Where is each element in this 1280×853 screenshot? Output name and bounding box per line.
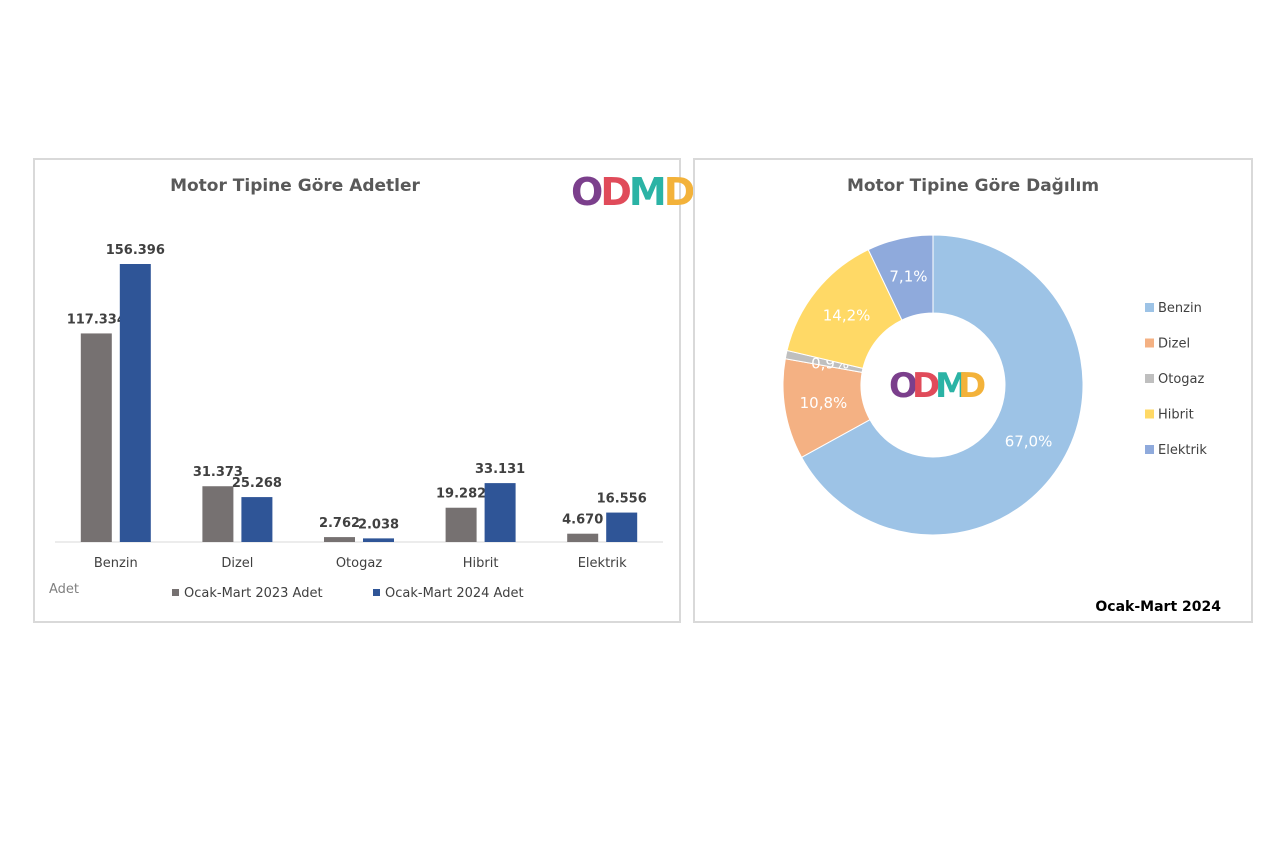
data-label: 2.038 (358, 517, 399, 532)
donut-chart: 67,0%10,8%0,9%14,2%7,1%ODMDBenzinDizelOt… (782, 234, 1207, 536)
x-tick-label: Elektrik (578, 556, 627, 571)
x-tick-label: Benzin (94, 556, 138, 571)
logo-letter-o: O (571, 170, 603, 214)
slice-benzin (800, 234, 1084, 536)
slice-label: 10,8% (800, 394, 848, 412)
logo-letter: M (935, 366, 969, 406)
bar-hibrit-2023 (445, 507, 477, 542)
x-tick-label: Hibrit (463, 556, 499, 571)
logo-letter-d2: D (663, 170, 696, 214)
legend-label: Ocak-Mart 2024 Adet (385, 586, 524, 601)
logo-letter: D (958, 366, 986, 406)
logo-letter-m: M (628, 170, 667, 214)
legend-label: Otogaz (1158, 372, 1205, 387)
legend-label: Elektrik (1158, 443, 1207, 458)
bar-dizel-2024 (241, 497, 273, 542)
y-unit-label: Adet (49, 582, 80, 597)
legend-swatch (1145, 338, 1154, 348)
legend-label: Hibrit (1158, 408, 1194, 423)
bar-hibrit-2024 (484, 483, 516, 542)
logo-letter: O (889, 366, 918, 406)
bar-elektrik-2024 (606, 512, 638, 542)
legend-label: Ocak-Mart 2023 Adet (184, 586, 323, 601)
data-label: 2.762 (319, 516, 360, 531)
slice-label: 7,1% (889, 268, 927, 286)
data-label: 31.373 (193, 465, 243, 480)
legend-label: Benzin (1158, 301, 1202, 316)
period-note: Ocak-Mart 2024 (1095, 599, 1221, 615)
legend-label: Dizel (1158, 337, 1190, 352)
data-label: 25.268 (232, 476, 282, 491)
bar-elektrik-2023 (567, 533, 599, 542)
legend-swatch (1145, 303, 1154, 312)
x-tick-label: Dizel (221, 556, 253, 571)
bar-benzin-2023 (80, 333, 112, 542)
bar-otogaz-2024 (363, 538, 394, 542)
data-label: 16.556 (597, 492, 647, 507)
legend-swatch (172, 589, 179, 596)
x-tick-label: Otogaz (336, 556, 383, 571)
data-label: 4.670 (562, 513, 603, 528)
bar-dizel-2023 (202, 486, 234, 542)
donut-chart-panel: Motor Tipine Göre Dağılım 67,0% 10,8% 0,9%… (693, 158, 1253, 623)
odmd-logo: O D M D (571, 170, 696, 214)
data-label: 117.334 (67, 312, 126, 327)
legend-swatch (1145, 409, 1154, 419)
data-label: 156.396 (106, 243, 165, 258)
slice-label: 14,2% (823, 306, 871, 324)
bar-chart-panel: Motor Tipine Göre Adetler O D M D 117.33… (33, 158, 695, 623)
logo-letter-d: D (600, 170, 632, 214)
data-label: 19.282 (436, 487, 486, 502)
bar-otogaz-2023 (324, 537, 355, 542)
legend-swatch (1145, 374, 1154, 383)
slice-label: 67,0% (1005, 433, 1053, 451)
logo-letter: D (912, 366, 940, 406)
bar-chart-title: Motor Tipine Göre Adetler (170, 176, 420, 196)
donut-chart-title: Motor Tipine Göre Dağılım (846, 176, 1100, 196)
legend-swatch (1145, 445, 1154, 454)
bar-benzin-2024 (119, 264, 151, 542)
legend-swatch (373, 589, 380, 596)
slice-elektrik (867, 234, 934, 321)
data-label: 33.131 (475, 462, 525, 477)
